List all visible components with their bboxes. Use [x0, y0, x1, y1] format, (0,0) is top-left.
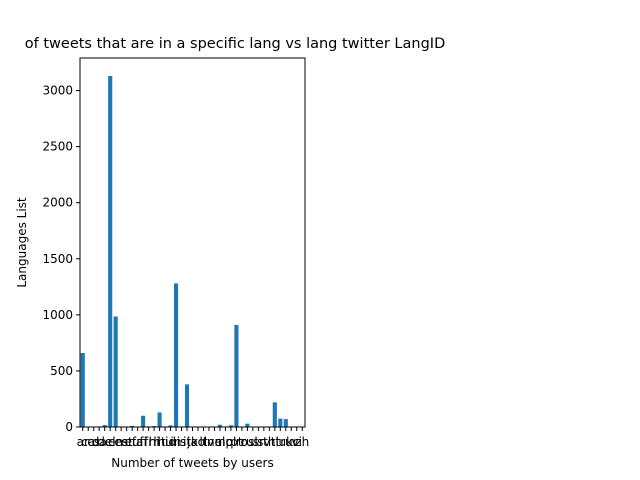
y-tick-label: 500 [50, 364, 73, 378]
x-tick-label: pl [225, 435, 236, 449]
x-tick-label: tl [271, 435, 279, 449]
y-tick-label: 1000 [42, 308, 73, 322]
x-axis-ticks: arcacsdadeeleneseteufafifrhihthuidinisit… [77, 427, 309, 449]
x-tick-label: ca [81, 435, 95, 449]
y-tick-label: 2000 [42, 196, 73, 210]
x-tick-label: sv [257, 435, 270, 449]
x-tick-label: id [165, 435, 176, 449]
x-tick-label: sl [248, 435, 258, 449]
plot-frame [79, 57, 306, 428]
x-tick-label: da [92, 435, 107, 449]
y-axis-label: Languages List [15, 197, 29, 288]
y-tick-label: 2500 [42, 140, 73, 154]
x-tick-label: uk [279, 435, 294, 449]
bar-id [168, 425, 173, 427]
x-tick-label: lv [204, 435, 214, 449]
chart-title: of tweets that are in a specific lang vs… [25, 36, 445, 52]
bar-ru [245, 423, 250, 427]
x-tick-label: it [183, 435, 191, 449]
bar-tr [278, 418, 283, 427]
x-tick-label: fi [139, 435, 147, 449]
x-tick-label: de [97, 435, 112, 449]
bar-el [108, 75, 113, 427]
x-tick-label: ja [186, 435, 198, 449]
x-tick-label: hi [149, 435, 160, 449]
x-tick-label: fa [132, 435, 144, 449]
x-tick-label: en [108, 435, 123, 449]
x-tick-label: et [121, 435, 133, 449]
bar-pt [234, 324, 239, 427]
bar-it [184, 384, 190, 427]
x-tick-label: th [263, 435, 275, 449]
x-tick-label: pt [230, 435, 243, 449]
bar-fi [141, 415, 146, 427]
y-tick-label: 3000 [42, 84, 73, 98]
x-axis-label: Number of tweets by users [111, 456, 273, 470]
x-tick-label: ne [207, 435, 222, 449]
x-tick-label: ht [153, 435, 166, 449]
x-tick-label: nl [214, 435, 225, 449]
x-tick-label: eu [125, 435, 140, 449]
x-tick-label: sr [253, 435, 264, 449]
x-tick-label: zh [295, 435, 309, 449]
x-tick-label: is [177, 435, 187, 449]
x-tick-label: no [218, 435, 233, 449]
x-tick-label: ro [236, 435, 248, 449]
y-tick-label: 0 [65, 420, 73, 434]
x-tick-label: es [114, 435, 128, 449]
bar-de [102, 424, 107, 427]
x-tick-label: tr [275, 435, 285, 449]
x-tick-label: lt [199, 435, 207, 449]
bar-en [113, 316, 118, 427]
y-tick-label: 1500 [42, 252, 73, 266]
bar-ar [80, 352, 85, 427]
bar-uk [283, 419, 288, 427]
x-tick-label: ru [241, 435, 254, 449]
bar-pl [228, 425, 233, 427]
bar-ht [157, 412, 162, 427]
y-axis-ticks: 0 500 1000 1500 2000 2500 3000 [42, 84, 80, 434]
bar-in [173, 283, 179, 427]
x-tick-label: fr [144, 435, 153, 449]
bar-nl [217, 424, 222, 427]
bar-tl [272, 402, 277, 427]
x-tick-label: vi [292, 435, 302, 449]
x-tick-label: ar [77, 435, 89, 449]
bar-eu [130, 425, 135, 427]
x-tick-label: cs [87, 435, 100, 449]
x-tick-label: hu [157, 435, 172, 449]
bars-group [80, 75, 305, 427]
x-tick-label: el [105, 435, 116, 449]
x-tick-label: in [171, 435, 182, 449]
x-tick-label: ko [191, 435, 205, 449]
x-tick-label: ur [285, 435, 298, 449]
